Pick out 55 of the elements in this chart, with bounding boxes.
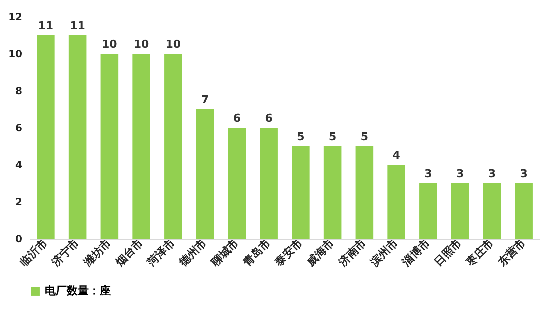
x-tick-label: 菏泽市 <box>144 236 178 270</box>
data-label: 6 <box>233 112 242 125</box>
x-tick-label: 东营市 <box>495 236 528 270</box>
data-label: 5 <box>328 130 337 144</box>
y-tick-label: 6 <box>16 124 23 134</box>
data-label: 3 <box>488 168 496 180</box>
x-tick-label: 聊城市 <box>208 236 242 270</box>
data-label: 5 <box>360 130 369 144</box>
bar <box>260 128 278 239</box>
x-tick-label: 潍坊市 <box>80 236 114 270</box>
data-label: 10 <box>134 38 150 51</box>
x-tick-label: 枣庄市 <box>463 236 496 270</box>
bar <box>483 184 502 239</box>
data-label: 7 <box>201 94 210 106</box>
x-tick-label: 济宁市 <box>48 236 82 270</box>
bar <box>356 146 374 239</box>
data-label: 3 <box>456 168 464 180</box>
y-tick-label: 12 <box>8 12 23 24</box>
x-tick-label: 德州市 <box>176 236 210 270</box>
bar <box>292 146 310 239</box>
x-tick-label: 日照市 <box>432 236 465 270</box>
bar <box>164 54 182 239</box>
data-label: 10 <box>102 38 118 51</box>
bar <box>100 54 119 239</box>
y-tick-label: 0 <box>16 234 23 246</box>
data-label: 4 <box>392 149 401 162</box>
y-tick-label: 10 <box>8 50 23 60</box>
data-label: 3 <box>520 168 528 180</box>
bar <box>515 184 533 239</box>
bar <box>324 146 342 239</box>
bar <box>68 36 87 239</box>
bar <box>451 184 470 239</box>
legend-label: 电厂数量：座 <box>45 284 111 298</box>
bar <box>37 36 55 239</box>
x-tick-label: 淄博市 <box>399 236 433 270</box>
bar <box>228 128 246 239</box>
x-tick-label: 滨州市 <box>368 236 401 270</box>
y-tick-label: 4 <box>16 160 23 172</box>
y-tick-label: 2 <box>16 198 23 208</box>
x-tick-label: 济南市 <box>336 236 369 270</box>
data-label: 6 <box>265 112 274 125</box>
x-tick-label: 烟台市 <box>112 236 146 270</box>
x-tick-label: 威海市 <box>304 236 338 270</box>
y-tick-label: 8 <box>16 86 23 98</box>
x-tick-label: 泰安市 <box>272 236 306 270</box>
bar <box>196 110 214 239</box>
data-label: 11 <box>38 20 54 32</box>
data-label: 5 <box>297 130 305 144</box>
bar <box>420 184 438 239</box>
x-tick-label: 青岛市 <box>240 236 274 270</box>
data-label: 3 <box>424 168 432 180</box>
data-label: 10 <box>166 38 182 51</box>
bar <box>388 165 406 239</box>
data-label: 11 <box>70 20 86 32</box>
bar <box>132 54 150 239</box>
